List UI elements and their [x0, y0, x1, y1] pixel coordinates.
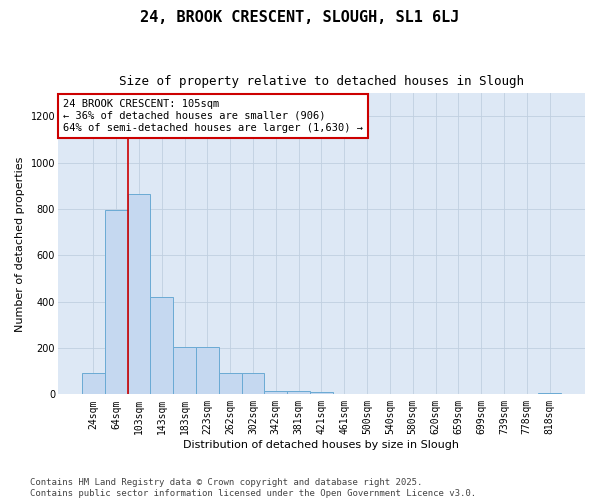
Bar — [82, 374, 105, 394]
Y-axis label: Number of detached properties: Number of detached properties — [15, 156, 25, 332]
Bar — [219, 374, 242, 394]
Bar — [538, 393, 561, 394]
Bar — [105, 210, 128, 394]
Bar — [265, 391, 287, 394]
Text: 24, BROOK CRESCENT, SLOUGH, SL1 6LJ: 24, BROOK CRESCENT, SLOUGH, SL1 6LJ — [140, 10, 460, 25]
Bar — [173, 347, 196, 395]
Bar — [151, 297, 173, 394]
Text: 24 BROOK CRESCENT: 105sqm
← 36% of detached houses are smaller (906)
64% of semi: 24 BROOK CRESCENT: 105sqm ← 36% of detac… — [63, 100, 363, 132]
Title: Size of property relative to detached houses in Slough: Size of property relative to detached ho… — [119, 75, 524, 88]
Bar — [310, 392, 333, 394]
X-axis label: Distribution of detached houses by size in Slough: Distribution of detached houses by size … — [184, 440, 460, 450]
Bar — [242, 374, 265, 394]
Text: Contains HM Land Registry data © Crown copyright and database right 2025.
Contai: Contains HM Land Registry data © Crown c… — [30, 478, 476, 498]
Bar — [287, 391, 310, 394]
Bar — [128, 194, 151, 394]
Bar — [196, 347, 219, 395]
